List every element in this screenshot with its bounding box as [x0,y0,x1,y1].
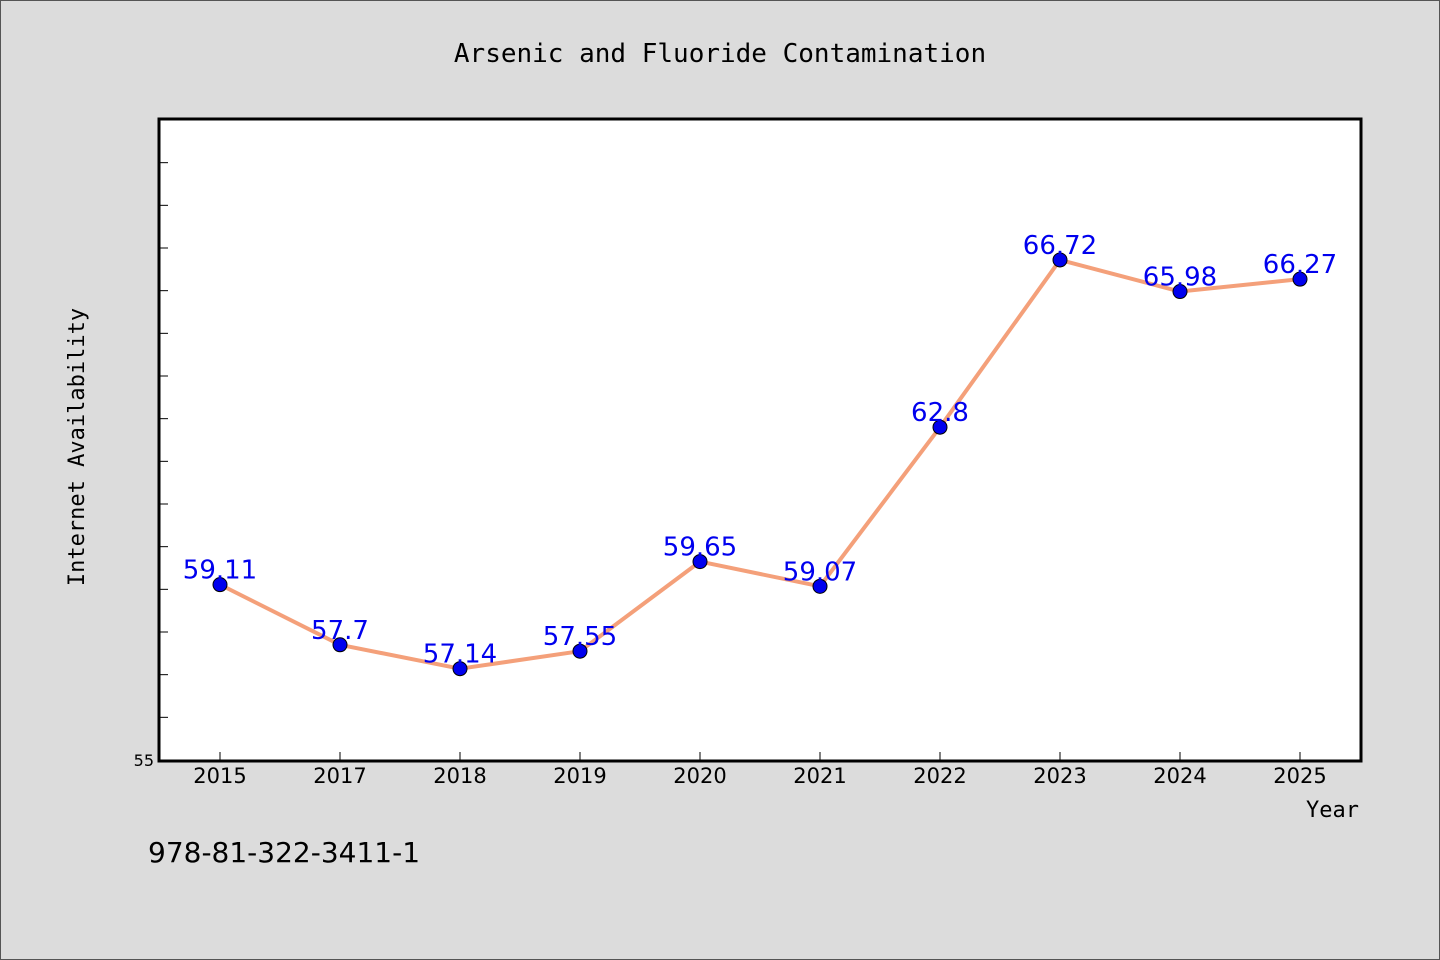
data-point [572,643,588,659]
y-axis-label: Internet Availability [65,308,90,586]
x-tick-label: 2019 [553,764,606,788]
data-point [1052,252,1068,268]
data-label: 59.07 [783,557,857,587]
series-line [219,257,1301,671]
x-tick-label: 2020 [673,764,726,788]
data-label: 57.7 [311,616,369,646]
data-point [692,554,708,570]
x-tick-label: 2017 [313,764,366,788]
data-labels: 59.11 57.7 57.14 57.55 59.65 59.07 62.8 66.72 65… [183,231,1337,670]
x-tick-label: 2025 [1273,764,1326,788]
data-label: 59.65 [663,533,737,563]
data-point [812,578,828,594]
isbn-text: 978-81-322-3411-1 [148,836,420,869]
data-point [452,661,468,677]
data-point [932,419,948,435]
x-axis-label: Year [1306,798,1359,823]
x-tick-label: 2022 [913,764,966,788]
y-axis-ticks: 55 [134,162,168,770]
data-point [1172,284,1188,300]
data-label: 59.11 [183,556,257,586]
x-tick-label: 2018 [433,764,486,788]
plot-area [157,117,1363,763]
data-point [1292,271,1308,287]
data-label: 57.14 [423,640,497,670]
x-tick-label: 2023 [1033,764,1086,788]
data-label: 65.98 [1143,263,1217,293]
data-label: 66.27 [1263,250,1337,280]
data-label: 57.55 [543,622,617,652]
x-tick-label: 2024 [1153,764,1206,788]
x-axis-ticks: 2015 2017 2018 2019 2020 2021 2022 2023 2024 2025 [193,752,1327,788]
data-series [212,252,1308,677]
data-label: 62.8 [911,398,969,428]
x-tick-label: 2021 [793,764,846,788]
chart-title: Arsenic and Fluoride Contamination [454,39,986,69]
x-tick-label: 2015 [193,764,246,788]
data-point [212,577,228,593]
y-tick-label: 55 [134,751,154,770]
data-point [332,637,348,653]
data-label: 66.72 [1023,231,1097,261]
